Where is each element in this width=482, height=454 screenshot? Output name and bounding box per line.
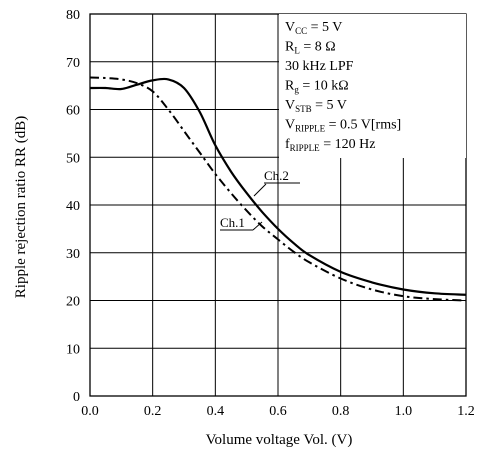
condition-value: = 5 V <box>307 20 342 35</box>
y-tick-label: 60 <box>66 104 80 119</box>
conditions-box <box>279 14 466 158</box>
condition-main: R <box>285 79 295 94</box>
condition-vripple: VRIPPLE = 0.5 V[rms] <box>285 118 401 134</box>
ch2-leader-line <box>253 183 267 197</box>
condition-fripple: fRIPPLE = 120 Hz <box>285 137 375 153</box>
condition-value: = 0.5 V[rms] <box>325 118 401 133</box>
x-tick-label: 1.0 <box>395 404 413 419</box>
condition-main: V <box>285 20 295 35</box>
condition-subscript: CC <box>295 26 307 36</box>
plot-frame <box>89 13 467 397</box>
condition-subscript: L <box>294 46 300 56</box>
series-ch2 <box>89 77 467 296</box>
condition-vcc: VCC = 5 V <box>285 20 342 36</box>
condition-lpf: 30 kHz LPF <box>285 59 354 74</box>
series-ch1 <box>89 76 467 302</box>
x-tick-label: 0.6 <box>269 404 287 419</box>
x-tick-label: 0.8 <box>332 404 350 419</box>
y-tick-label: 80 <box>66 8 80 23</box>
ch1-callout: Ch.1 <box>220 215 263 231</box>
y-tick-label: 20 <box>66 295 80 310</box>
condition-rg: Rg = 10 kΩ <box>285 79 349 95</box>
y-tick-label: 70 <box>66 56 80 71</box>
x-tick-label: 0.0 <box>81 404 99 419</box>
ch1-leader-line <box>252 221 263 231</box>
y-tick-label: 30 <box>66 247 80 262</box>
condition-vstb: VSTB = 5 V <box>285 98 347 114</box>
x-tick-label: 1.2 <box>457 404 475 419</box>
x-axis-label: Volume voltage Vol. (V) <box>206 432 353 448</box>
condition-value: = 10 kΩ <box>299 79 349 94</box>
x-tick-label: 0.4 <box>207 404 225 419</box>
series-group <box>89 76 467 302</box>
condition-subscript: g <box>294 85 299 95</box>
condition-value: = 5 V <box>312 98 347 113</box>
ch1-label: Ch.1 <box>220 215 245 230</box>
condition-main: f <box>285 137 290 152</box>
condition-main: R <box>285 40 295 55</box>
condition-main: 30 kHz LPF <box>285 59 354 74</box>
y-tick-label: 10 <box>66 342 80 357</box>
condition-main: V <box>285 98 295 113</box>
y-tick-label: 0 <box>73 390 80 405</box>
condition-subscript: RIPPLE <box>295 124 326 134</box>
condition-subscript: STB <box>295 104 312 114</box>
ch2-label: Ch.2 <box>264 168 289 183</box>
condition-value: = 8 Ω <box>300 40 336 55</box>
condition-main: V <box>285 118 295 133</box>
y-tick-labels: 0 10 20 30 40 50 60 70 80 <box>66 8 80 405</box>
x-tick-label: 0.2 <box>144 404 162 419</box>
y-tick-label: 50 <box>66 151 80 166</box>
ch2-callout: Ch.2 <box>253 168 300 197</box>
condition-rl: RL = 8 Ω <box>285 40 336 56</box>
x-tick-labels: 0.0 0.2 0.4 0.6 0.8 1.0 1.2 <box>81 404 475 419</box>
y-tick-label: 40 <box>66 199 80 214</box>
condition-subscript: RIPPLE <box>290 143 321 153</box>
y-axis-label: Ripple rejection ratio RR (dB) <box>13 116 29 298</box>
condition-value: = 120 Hz <box>320 137 376 152</box>
